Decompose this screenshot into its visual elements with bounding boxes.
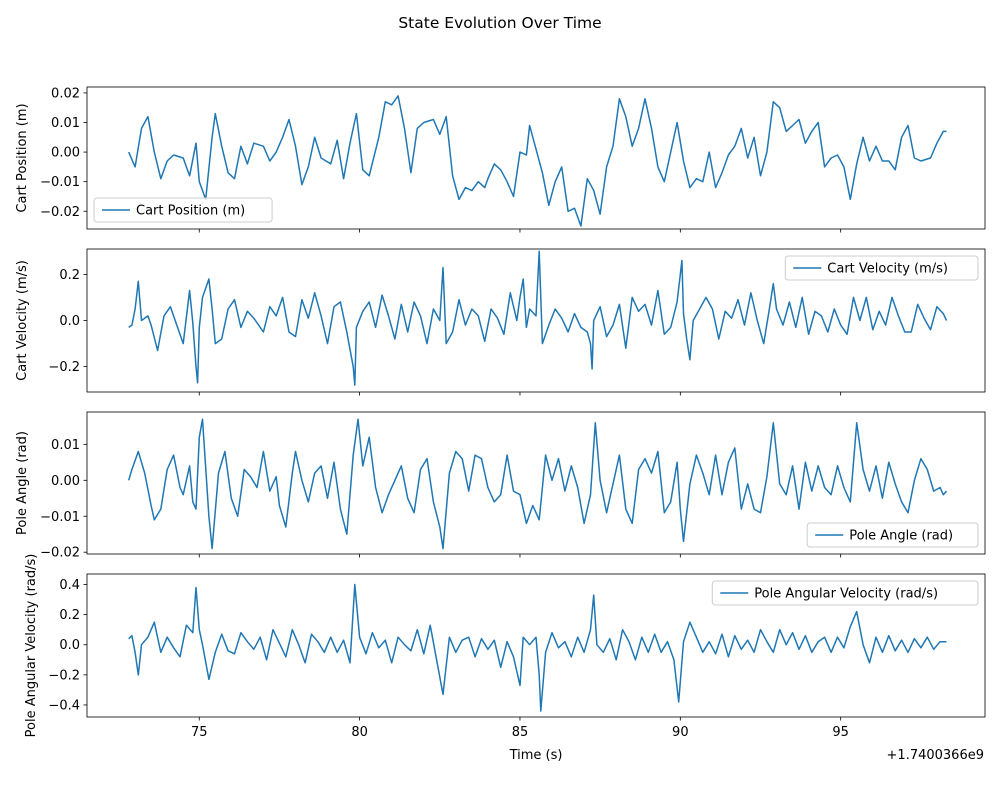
legend-box-pole-angle	[806, 522, 979, 548]
x-axis-title: Time (s)	[509, 748, 563, 763]
y-tick-label-pole-angular-velocity: −0.2	[48, 668, 80, 683]
legend-box-cart-velocity	[784, 255, 979, 281]
y-tick-label-cart-position: 0.02	[51, 86, 80, 101]
figure-title: State Evolution Over Time	[398, 14, 601, 32]
axes-frame-pole-angle	[86, 411, 986, 555]
y-tick-label-cart-position: 0.01	[51, 116, 80, 131]
y-tick-label-pole-angle: 0.01	[51, 438, 80, 453]
y-tick-label-cart-position: 0.00	[51, 146, 80, 161]
series-line-cart-position	[128, 95, 947, 227]
subplot-pole-angular-velocity: −0.4 −0.2 0.0 0.2 0.4 75 80 85 90 95 Pole Angular …	[24, 554, 986, 740]
subplots: −0.02 −0.01 0.00 0.01 0.02 Cart Position (m) C…	[15, 86, 986, 740]
y-tick-label-pole-angular-velocity: −0.4	[48, 698, 80, 713]
series-line-pole-angular-velocity	[128, 583, 947, 712]
legend-label-pole-angular-velocity: Pole Angular Velocity (rad/s)	[754, 587, 938, 602]
y-tick-label-cart-velocity: −0.2	[48, 360, 80, 375]
y-axis-title-pole-angular-velocity: Pole Angular Velocity (rad/s)	[24, 554, 39, 738]
series-line-pole-angle	[127, 418, 948, 550]
y-tick-label-cart-position: −0.01	[40, 175, 80, 190]
axes-frame-cart-position	[86, 86, 986, 230]
y-axis-title-cart-velocity: Cart Velocity (m/s)	[15, 260, 30, 381]
legend-cart-velocity: Cart Velocity (m/s)	[784, 255, 979, 281]
subplot-cart-position: −0.02 −0.01 0.00 0.01 0.02 Cart Position (m) C…	[15, 86, 986, 233]
subplot-cart-velocity: −0.2 0.0 0.2 Cart Velocity (m/s) Cart Veloci…	[15, 248, 986, 396]
x-tick-label: 95	[832, 725, 849, 740]
subplot-pole-angle: −0.02 −0.01 0.00 0.01 Pole Angle (rad) Pole A…	[15, 411, 986, 561]
axes-frame-pole-angular-velocity	[86, 573, 986, 718]
x-axis-offset-label: +1.7400366e9	[887, 748, 984, 763]
y-tick-label-pole-angular-velocity: 0.2	[59, 608, 80, 623]
x-tick-label: 75	[191, 725, 208, 740]
y-tick-label-pole-angle: 0.00	[51, 474, 80, 489]
legend-box-pole-angular-velocity	[711, 580, 979, 606]
legend-cart-position: Cart Position (m)	[93, 197, 273, 223]
legend-label-pole-angle: Pole Angle (rad)	[849, 529, 953, 544]
legend-label-cart-velocity: Cart Velocity (m/s)	[827, 262, 948, 277]
y-tick-label-cart-velocity: 0.2	[59, 268, 80, 283]
y-tick-label-pole-angular-velocity: 0.0	[59, 638, 80, 653]
legend-pole-angle: Pole Angle (rad)	[806, 522, 979, 548]
y-axis-title-pole-angle: Pole Angle (rad)	[15, 431, 30, 535]
y-axis-title-cart-position: Cart Position (m)	[15, 103, 30, 212]
legend-label-cart-position: Cart Position (m)	[136, 204, 245, 219]
y-tick-label-cart-velocity: 0.0	[59, 314, 80, 329]
x-tick-label: 90	[672, 725, 689, 740]
legend-box-cart-position	[93, 197, 273, 223]
y-tick-label-pole-angle: −0.01	[40, 510, 80, 525]
y-tick-label-pole-angular-velocity: 0.4	[59, 578, 80, 593]
y-tick-label-cart-position: −0.02	[40, 205, 80, 220]
x-tick-label: 80	[351, 725, 368, 740]
y-tick-label-pole-angle: −0.02	[40, 546, 80, 561]
x-tick-label: 85	[512, 725, 529, 740]
series-line-cart-velocity	[128, 250, 948, 386]
legend-pole-angular-velocity: Pole Angular Velocity (rad/s)	[711, 580, 979, 606]
